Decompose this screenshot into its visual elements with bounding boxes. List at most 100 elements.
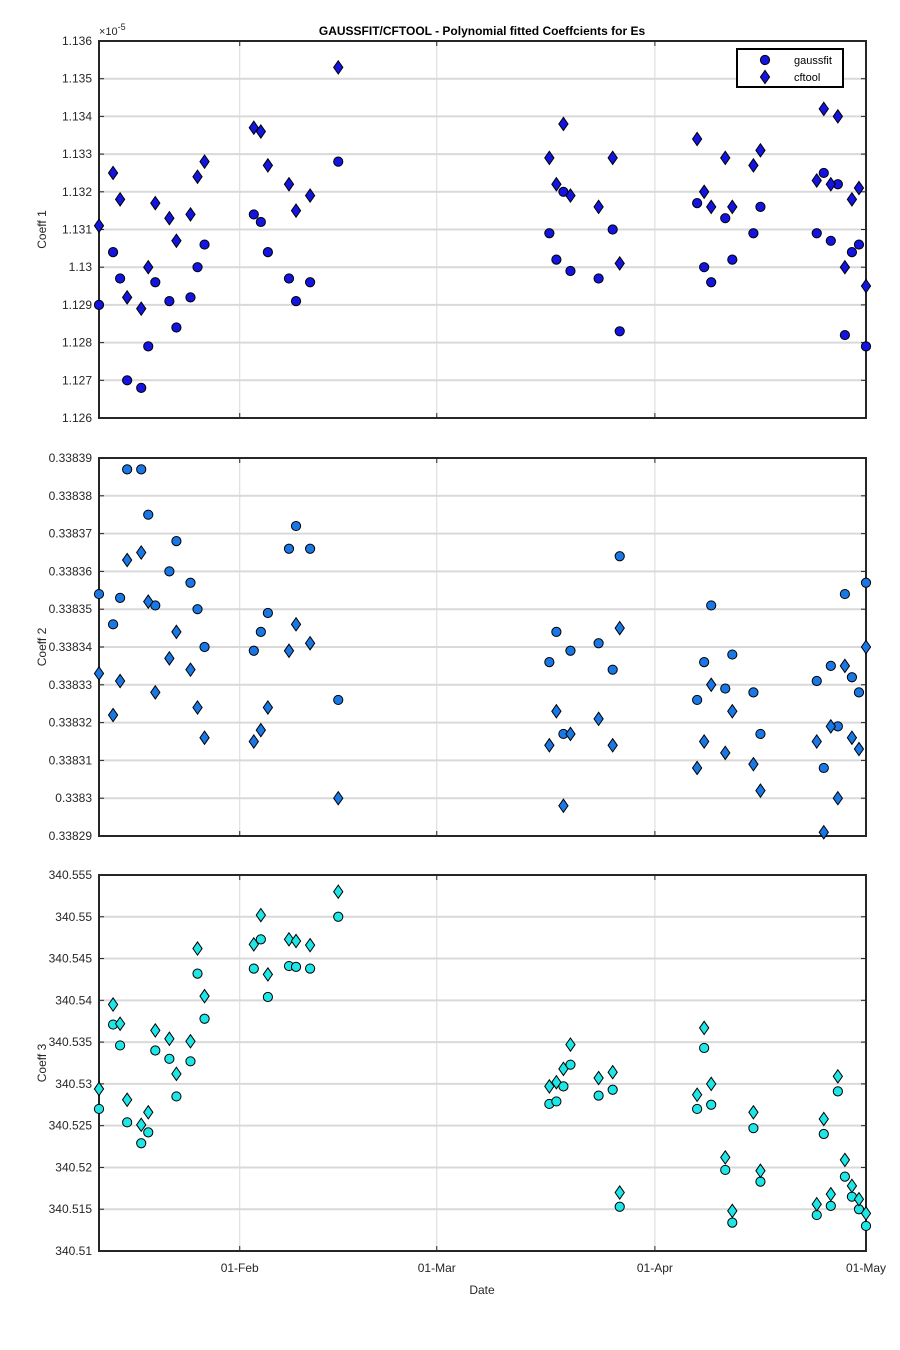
point-gaussfit: [333, 156, 344, 167]
x-tick-label: 01-Feb: [221, 1261, 259, 1275]
point-gaussfit: [143, 509, 154, 520]
point-gaussfit: [136, 464, 147, 475]
point-gaussfit: [551, 626, 562, 637]
point-cftool: [164, 1031, 175, 1047]
y-axis-label: Coeff 2: [35, 627, 49, 666]
point-cftool: [811, 734, 822, 749]
y-tick-label: 1.128: [62, 336, 92, 350]
point-gaussfit: [93, 1103, 105, 1115]
point-cftool: [705, 677, 717, 693]
legend-label-cftool: cftool: [794, 72, 820, 84]
point-gaussfit: [192, 262, 203, 273]
point-gaussfit: [818, 167, 829, 179]
point-gaussfit: [136, 382, 147, 393]
point-cftool: [748, 1104, 759, 1120]
y-tick-label: 340.55: [55, 910, 92, 924]
point-gaussfit: [755, 1176, 766, 1187]
point-cftool: [593, 711, 604, 727]
point-cftool: [691, 131, 703, 147]
point-cftool: [121, 289, 133, 305]
point-cftool: [192, 700, 203, 715]
point-gaussfit: [333, 694, 344, 706]
point-cftool: [143, 1104, 154, 1120]
point-gaussfit: [248, 963, 259, 974]
y-axis-label: Coeff 3: [35, 1043, 49, 1082]
point-cftool: [107, 997, 119, 1012]
x-tick-label: 01-Mar: [418, 1261, 456, 1275]
point-cftool: [691, 1087, 703, 1103]
y-tick-label: 0.33836: [49, 564, 93, 578]
point-cftool: [593, 1070, 604, 1086]
series-gaussfit: [93, 464, 872, 774]
point-cftool: [698, 1020, 710, 1036]
point-cftool: [248, 734, 260, 749]
point-cftool: [727, 199, 738, 215]
point-gaussfit: [290, 520, 302, 532]
point-gaussfit: [255, 934, 266, 945]
point-gaussfit: [699, 657, 710, 668]
point-cftool: [262, 700, 274, 715]
y-tick-label: 0.33831: [49, 753, 93, 767]
point-cftool: [565, 188, 576, 204]
point-gaussfit: [818, 762, 829, 774]
point-gaussfit: [305, 543, 316, 554]
point-cftool: [832, 108, 844, 124]
series-gaussfit: [93, 156, 872, 393]
legend-label-gaussfit: gaussfit: [794, 55, 832, 67]
y-tick-label: 1.135: [62, 72, 92, 86]
point-cftool: [839, 658, 851, 674]
point-cftool: [839, 259, 851, 275]
point-cftool: [136, 545, 147, 560]
point-cftool: [551, 176, 562, 192]
y-tick-label: 0.3383: [55, 791, 92, 805]
point-gaussfit: [593, 273, 604, 284]
point-cftool: [290, 203, 302, 219]
y-tick-label: 1.131: [62, 223, 92, 237]
point-cftool: [558, 1061, 569, 1077]
x-tick-label: 01-May: [846, 1261, 886, 1275]
point-cftool: [107, 165, 119, 181]
point-cftool: [825, 176, 837, 192]
point-gaussfit: [199, 641, 210, 653]
point-gaussfit: [755, 201, 766, 212]
point-gaussfit: [727, 254, 738, 265]
point-cftool: [607, 1064, 618, 1080]
point-cftool: [290, 616, 302, 632]
point-gaussfit: [283, 543, 295, 554]
point-gaussfit: [846, 672, 858, 683]
point-cftool: [705, 199, 717, 215]
axes-frame: [98, 874, 867, 1252]
point-cftool: [185, 662, 196, 678]
point-cftool: [565, 1037, 576, 1053]
y-tick-label: 340.51: [55, 1244, 92, 1258]
y-tick-label: 0.33832: [49, 716, 93, 730]
point-cftool: [607, 150, 618, 166]
legend-marker-cftool: [759, 69, 771, 85]
point-cftool: [248, 120, 260, 136]
series-cftool: [93, 545, 872, 840]
point-gaussfit: [825, 660, 836, 672]
y-tick-label: 1.13: [69, 260, 93, 274]
y-tick-label: 1.129: [62, 298, 92, 312]
series-cftool: [93, 59, 872, 317]
point-cftool: [114, 191, 126, 207]
point-cftool: [748, 157, 759, 173]
point-gaussfit: [115, 273, 126, 284]
y-axis-label: Coeff 1: [35, 210, 49, 249]
y-tick-label: 340.535: [49, 1035, 93, 1049]
point-cftool: [860, 278, 872, 294]
point-gaussfit: [164, 296, 175, 307]
point-cftool: [136, 301, 147, 317]
point-cftool: [544, 1078, 555, 1094]
point-cftool: [255, 907, 267, 923]
point-cftool: [811, 173, 822, 188]
point-cftool: [171, 233, 182, 249]
point-cftool: [304, 937, 316, 953]
y-tick-label: 0.33834: [49, 640, 93, 654]
point-cftool: [691, 760, 703, 776]
point-gaussfit: [290, 961, 302, 973]
point-gaussfit: [832, 1086, 843, 1097]
point-gaussfit: [199, 239, 210, 250]
point-cftool: [121, 552, 133, 568]
point-cftool: [199, 988, 210, 1004]
